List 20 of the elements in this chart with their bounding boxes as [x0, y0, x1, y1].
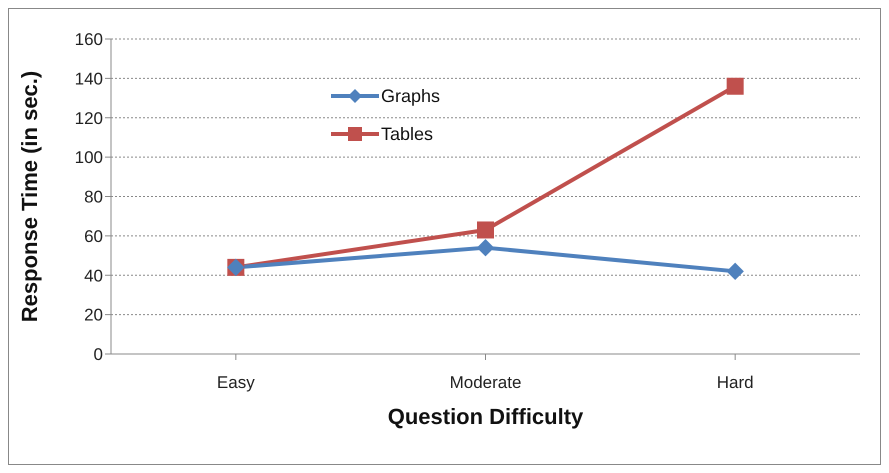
x-tick-label: Hard [716, 373, 754, 392]
y-tick-label: 100 [74, 148, 103, 168]
y-axis-title: Response Time (in sec.) [16, 70, 42, 322]
y-tick-label: 120 [74, 108, 103, 128]
x-axis-title: Question Difficulty [388, 404, 584, 429]
x-tick-label: Easy [216, 373, 256, 392]
point [726, 262, 744, 280]
point [477, 239, 494, 256]
y-tick-label: 80 [84, 188, 103, 207]
y-tick-label: 20 [84, 306, 103, 325]
x-tick-label: Moderate [450, 373, 522, 392]
legend-label: Graphs [381, 86, 440, 106]
point [477, 221, 494, 238]
point [726, 78, 744, 95]
y-tick-label: 0 [94, 345, 103, 364]
y-tick-label: 40 [84, 266, 103, 286]
legend-label: Tables [381, 124, 434, 144]
y-tick-label: 140 [74, 69, 103, 88]
y-tick-label: 60 [84, 226, 103, 246]
y-tick-label: 160 [74, 30, 103, 50]
